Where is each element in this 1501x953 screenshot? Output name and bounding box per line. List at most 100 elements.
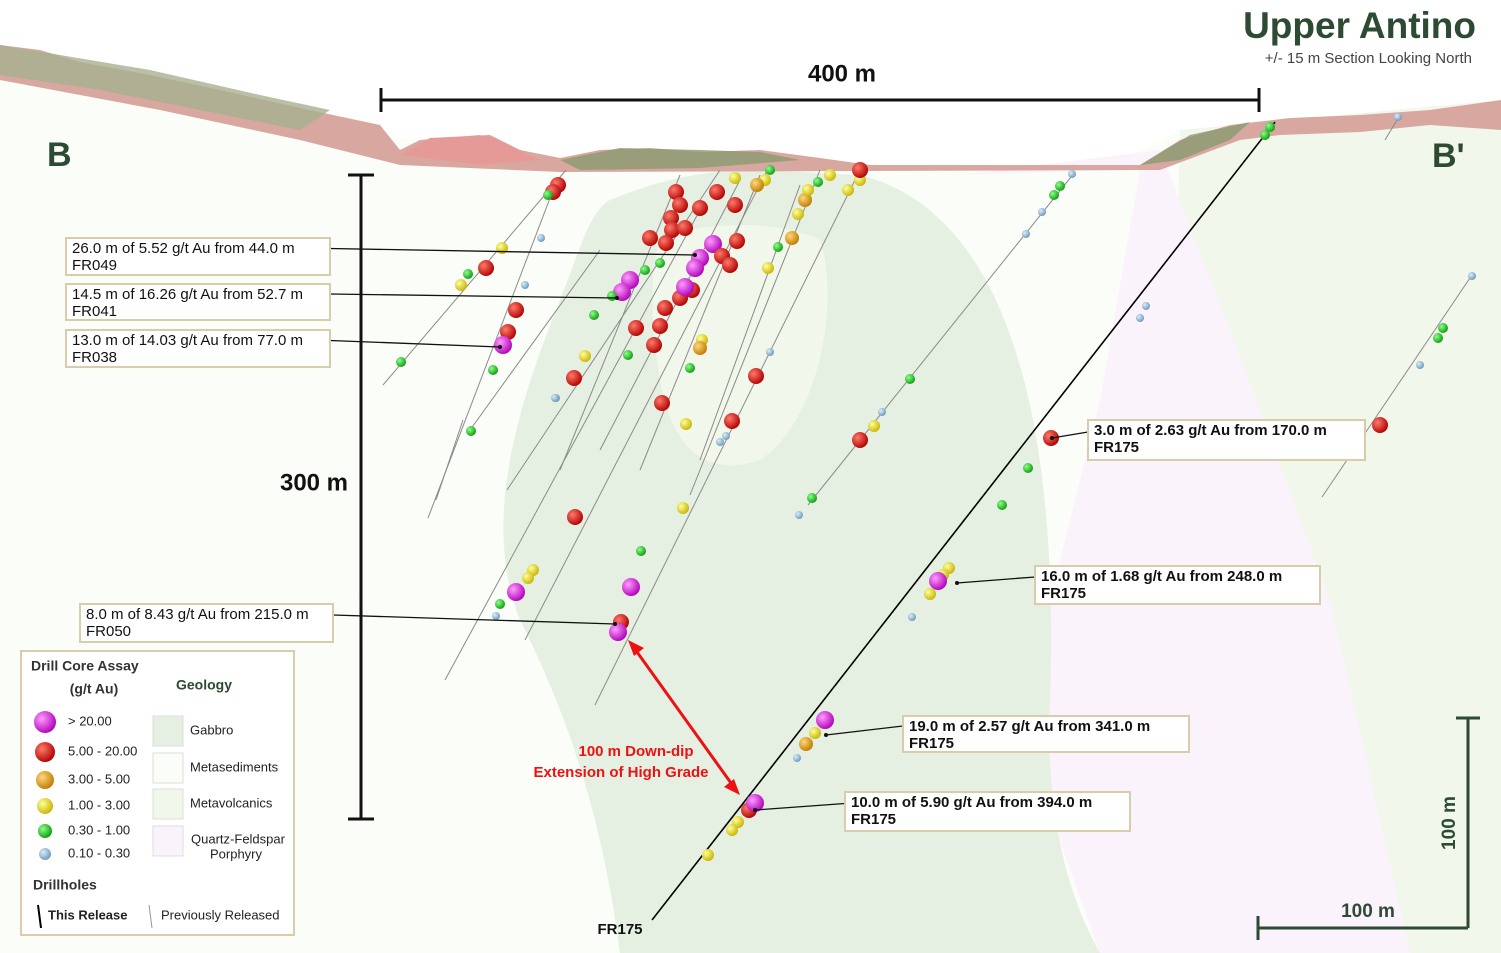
callout-hole: FR049 <box>72 257 117 274</box>
assay-sphere <box>495 599 505 609</box>
assay-sphere <box>521 281 529 289</box>
assay-sphere <box>722 257 738 273</box>
title: Upper Antino <box>1243 5 1476 46</box>
drillhole <box>599 179 741 451</box>
legend-assay-class: 5.00 - 20.00 <box>68 743 137 758</box>
assay-sphere <box>1394 113 1402 121</box>
assay-sphere <box>680 418 692 430</box>
legend-geology-swatch <box>152 715 184 747</box>
callout-box <box>844 791 1131 832</box>
assay-sphere <box>929 572 947 590</box>
assay-sphere <box>765 165 775 175</box>
terrain <box>400 135 540 165</box>
subtitle: +/- 15 m Section Looking North <box>1265 50 1472 67</box>
assay-sphere <box>1136 314 1144 322</box>
assay-sphere <box>642 230 658 246</box>
legend-this-release: This Release <box>48 907 128 922</box>
assay-sphere <box>609 623 627 641</box>
assay-sphere <box>746 794 764 812</box>
legend-geology-swatch <box>152 752 184 784</box>
assay-sphere <box>748 368 764 384</box>
assay-sphere <box>1049 190 1059 200</box>
assay-intervals <box>396 113 1476 861</box>
terrain <box>0 45 330 130</box>
drillhole <box>382 169 567 386</box>
assay-sphere <box>1055 181 1065 191</box>
assay-sphere <box>908 613 916 621</box>
drillhole <box>699 184 801 461</box>
assay-sphere <box>1023 463 1033 473</box>
assay-sphere <box>463 269 473 279</box>
assay-sphere <box>551 394 559 402</box>
drillhole <box>524 164 771 641</box>
callout-leader <box>332 614 616 625</box>
callout-dot <box>498 345 502 349</box>
assay-sphere <box>1068 170 1076 178</box>
assay-sphere <box>773 242 783 252</box>
callout-box <box>1087 419 1366 461</box>
callout-dot <box>753 808 757 812</box>
callout-leader <box>1051 431 1089 439</box>
legend-prev-line <box>148 904 153 929</box>
legend-geology: Gabbro <box>190 722 233 737</box>
legend-geology: Quartz-Feldspar <box>191 831 286 846</box>
callout-dot <box>1050 436 1054 440</box>
callout-hole: FR175 <box>909 735 954 752</box>
drillhole <box>689 169 821 496</box>
assay-sphere <box>729 172 741 184</box>
callout-hole: FR175 <box>1094 439 1139 456</box>
scale-horizontal: 400 m <box>808 60 876 87</box>
corner-scale-horizontal: 100 m <box>1341 901 1395 922</box>
assay-sphere <box>692 200 708 216</box>
callout-hole: FR175 <box>851 811 896 828</box>
callout-hole: FR038 <box>72 349 117 366</box>
assay-sphere <box>686 259 704 277</box>
assay-sphere <box>623 350 633 360</box>
legend-title: Drill Core Assay <box>31 658 139 674</box>
assay-sphere <box>488 365 498 375</box>
callout-leader <box>329 293 618 299</box>
legend-sphere <box>34 711 56 733</box>
drillhole <box>559 174 681 471</box>
assay-sphere <box>640 265 650 275</box>
assay-sphere <box>762 262 774 274</box>
callout-box <box>1034 565 1321 605</box>
assay-sphere <box>663 210 679 226</box>
callout-hole: FR175 <box>1041 585 1086 602</box>
legend-sphere <box>37 798 53 814</box>
assay-sphere <box>997 500 1007 510</box>
callout-leader <box>956 576 1036 584</box>
assay-sphere <box>685 363 695 373</box>
legend-previously-released: Previously Released <box>161 907 280 922</box>
assay-sphere <box>842 184 854 196</box>
assay-sphere <box>1022 230 1030 238</box>
assay-sphere <box>824 169 836 181</box>
legend-assay-class: 0.10 - 0.30 <box>68 845 130 860</box>
legend-geology-swatch <box>152 788 184 820</box>
legend-unit: (g/t Au) <box>70 681 118 697</box>
callout-box <box>902 715 1190 753</box>
assay-sphere <box>813 177 823 187</box>
legend-sphere <box>38 824 52 838</box>
assay-sphere <box>507 583 525 601</box>
assay-sphere <box>396 357 406 367</box>
assay-sphere <box>622 578 640 596</box>
assay-sphere <box>522 572 534 584</box>
legend-geology-title: Geology <box>176 677 232 693</box>
assay-sphere <box>799 737 813 751</box>
assay-sphere <box>607 291 617 301</box>
assay-sphere <box>492 612 500 620</box>
drillhole <box>807 171 1076 506</box>
assay-sphere <box>802 184 814 196</box>
callout-dot <box>824 733 828 737</box>
assay-sphere <box>729 233 745 249</box>
drillhole <box>444 209 701 681</box>
assay-sphere <box>676 278 694 296</box>
callout-dot <box>693 253 697 257</box>
callout-text: 3.0 m of 2.63 g/t Au from 170.0 m <box>1094 422 1327 439</box>
assay-sphere <box>1416 361 1424 369</box>
assay-sphere <box>693 341 707 355</box>
callout-text: 8.0 m of 8.43 g/t Au from 215.0 m <box>86 606 309 623</box>
